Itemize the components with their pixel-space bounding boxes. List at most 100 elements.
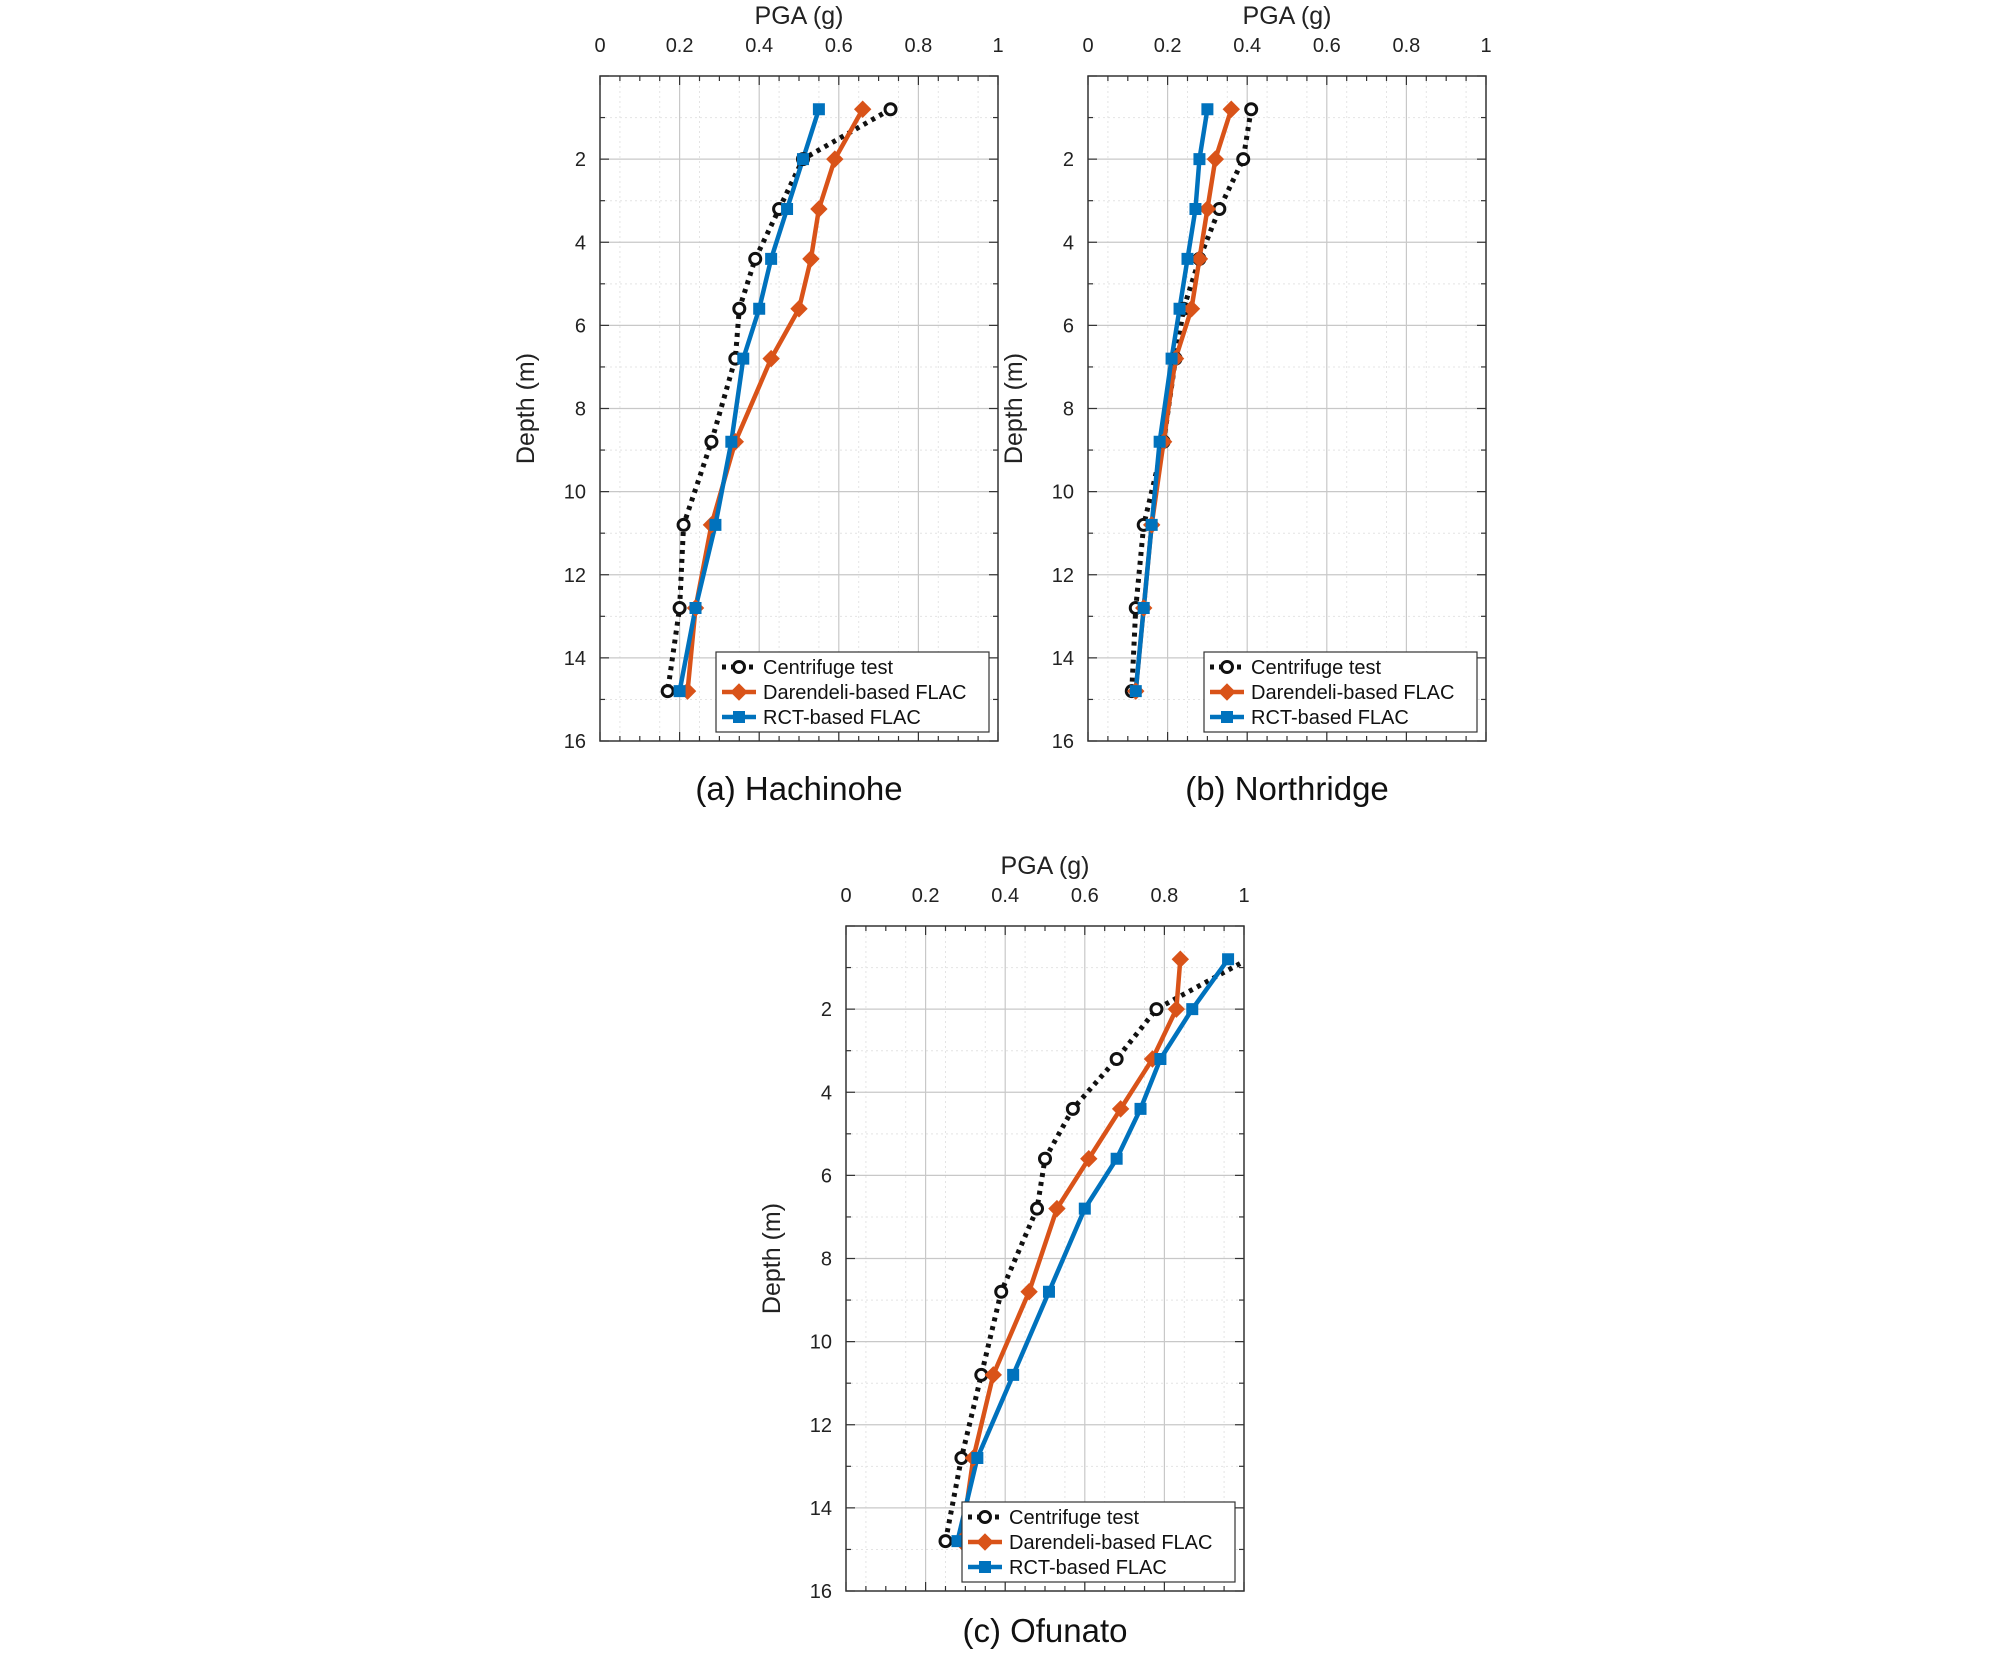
data-point-darendeli [984,1366,1002,1384]
series-line-rct [955,957,1230,1542]
x-axis-title: PGA (g) [755,2,844,30]
axes-frame [1087,75,1487,742]
data-point-rct [1007,1368,1020,1381]
y-axis-title: Depth (m) [1000,353,1028,464]
data-point-darendeli [1206,150,1225,168]
data-point-rct [1042,1285,1055,1298]
y-tick-label: 14 [564,648,586,670]
data-point-centrifuge [938,1534,953,1549]
legend: Centrifuge test Darendeli-based FLAC RCT-b… [961,1501,1236,1583]
data-point-centrifuge [676,517,691,532]
data-point-centrifuge [1149,1002,1164,1017]
y-tick-label: 8 [575,399,586,421]
data-point-centrifuge [883,102,898,117]
y-tick-label: 10 [810,1332,832,1354]
legend-label-centrifuge: Centrifuge test [1251,657,1382,679]
data-point-rct [1110,1152,1123,1165]
series-line-centrifuge [665,107,892,692]
y-tick-label: 6 [575,315,586,337]
data-point-rct [812,103,825,116]
legend-marker-rct [733,711,745,723]
data-point-rct [737,352,750,365]
data-point-rct [951,1535,964,1548]
y-tick-label: 4 [575,232,586,254]
series-line-rct [677,108,822,692]
data-point-darendeli [1198,200,1217,218]
data-point-rct [725,435,738,448]
x-tick-label: 0.4 [1233,35,1261,57]
data-point-centrifuge [1109,1052,1124,1066]
y-tick-label: 4 [821,1082,832,1104]
legend-marker-darendeli [1218,683,1236,701]
x-tick-label: 0.6 [1313,35,1341,57]
data-point-centrifuge [660,684,675,699]
y-tick-label: 16 [1052,731,1074,753]
x-tick-label: 0 [1082,35,1093,57]
x-tick-label: 1 [1238,885,1249,907]
legend-box [961,1501,1236,1583]
data-layer [1124,100,1259,700]
data-point-rct [1129,685,1142,698]
y-tick-label: 2 [1063,149,1074,171]
panel-caption: (b) Northridge [1185,770,1389,807]
data-point-rct [1078,1202,1091,1215]
y-tick-label: 14 [810,1498,832,1520]
x-tick-label: 1 [1480,35,1491,57]
x-tick-label: 0.8 [1392,35,1420,57]
data-point-darendeli [810,200,828,218]
legend-marker-centrifuge [732,660,746,674]
data-point-darendeli [1020,1283,1038,1301]
x-tick-label: 0.8 [1150,885,1178,907]
data-point-darendeli [1171,950,1190,968]
legend-label-darendeli: Darendeli-based FLAC [1009,1532,1212,1554]
data-point-rct [709,518,722,531]
data-point-darendeli [1167,1000,1186,1018]
data-point-centrifuge [1065,1101,1080,1116]
legend-label-darendeli: Darendeli-based FLAC [763,682,966,704]
data-point-darendeli [1222,100,1240,118]
legend-label-rct: RCT-based FLAC [1251,707,1409,729]
data-point-rct [689,602,702,614]
y-tick-label: 2 [575,149,586,171]
legend-label-darendeli: Darendeli-based FLAC [1251,682,1454,704]
data-point-centrifuge [732,301,747,316]
data-layer [660,100,898,700]
data-point-darendeli [1080,1150,1098,1168]
series-line-rct [1133,108,1210,692]
data-point-centrifuge [994,1284,1009,1299]
series-line-darendeli [959,959,1183,1542]
legend-label-rct: RCT-based FLAC [763,707,921,729]
data-point-rct [1193,153,1206,166]
y-tick-label: 12 [810,1415,832,1437]
x-axis-title: PGA (g) [1243,2,1332,30]
x-tick-label: 0.4 [991,885,1019,907]
x-tick-label: 0.2 [666,35,694,57]
data-point-rct [1145,518,1158,531]
y-tick-label: 16 [564,731,586,753]
y-tick-label: 16 [810,1581,832,1603]
y-tick-label: 12 [1052,565,1074,587]
legend-marker-darendeli [976,1533,994,1551]
data-point-rct [1154,1053,1167,1065]
y-tick-label: 10 [1052,482,1074,504]
panel-caption: (c) Ofunato [962,1612,1127,1649]
axes-frame [845,925,1245,1592]
x-axis-title: PGA (g) [1001,852,1090,880]
data-point-darendeli [826,150,844,168]
data-point-centrifuge [704,434,719,449]
axes-frame [599,75,999,742]
panel-caption: (a) Hachinohe [695,770,902,807]
x-tick-label: 0.6 [1071,885,1099,907]
y-tick-label: 6 [821,1165,832,1187]
data-point-centrifuge [672,601,687,615]
legend: Centrifuge test Darendeli-based FLAC RCT-b… [1203,651,1478,733]
x-tick-label: 0 [594,35,605,57]
legend-label-centrifuge: Centrifuge test [763,657,894,679]
y-tick-label: 10 [564,482,586,504]
data-point-rct [971,1452,984,1464]
data-point-rct [1189,203,1202,215]
x-tick-label: 0.2 [912,885,940,907]
legend-marker-centrifuge [978,1510,992,1524]
